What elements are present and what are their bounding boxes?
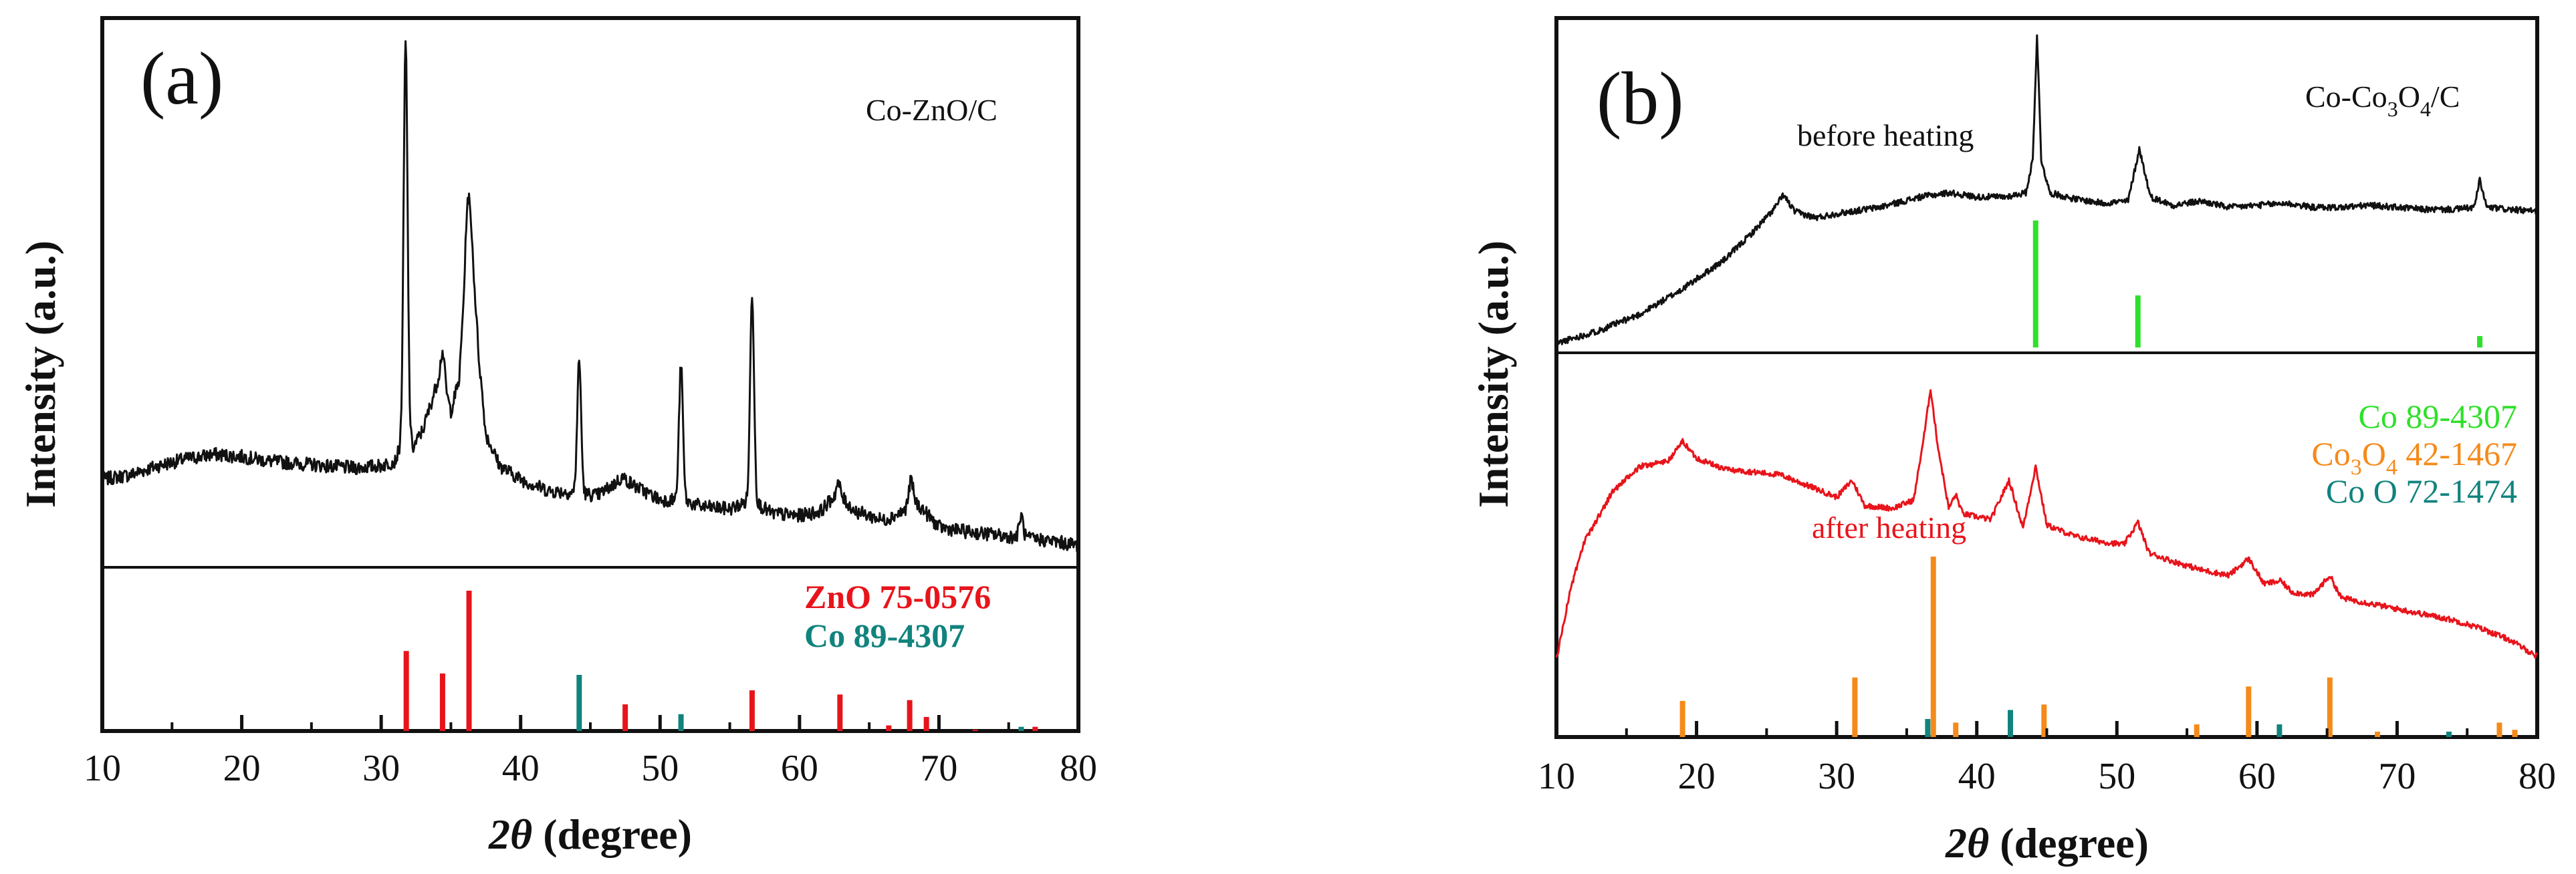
pattern-after-heating xyxy=(1555,389,2539,659)
x-tick-label: 40 xyxy=(502,748,540,789)
x-tick-label: 20 xyxy=(223,748,261,789)
x-tick-label: 70 xyxy=(2378,756,2416,797)
panel-a-reference-lines xyxy=(403,591,1038,731)
panel-b-legend-co: Co 89-4307 xyxy=(2359,398,2518,435)
pattern-before-heating xyxy=(1555,34,2539,345)
x-tick-label: 60 xyxy=(781,748,818,789)
panel-a-ref-co-label: Co 89-4307 xyxy=(804,617,965,654)
panel-a: (a) Co-ZnO/C ZnO 75-0576 Co 89-4307 10 20… xyxy=(17,16,1097,858)
panel-b-pattern xyxy=(1555,34,2539,659)
pattern-co-zno-c xyxy=(101,40,1080,553)
panel-a-x-axis-label: 2θ (degree) xyxy=(488,811,692,858)
x-tick-label: 70 xyxy=(920,748,957,789)
panel-a-label: (a) xyxy=(140,37,223,120)
panel-b-x-axis: 10 20 30 40 50 60 70 80 xyxy=(1538,721,2556,797)
x-tick-label: 50 xyxy=(641,748,679,789)
panel-b-after-heating-label: after heating xyxy=(1812,511,1966,545)
panel-b-sample-label: Co-Co3O4/C xyxy=(2305,80,2460,121)
panel-b-legend-coo: Co O 72-1474 xyxy=(2326,472,2517,510)
panel-a-pattern xyxy=(101,40,1080,553)
x-tick-label: 40 xyxy=(1958,756,1996,797)
panel-b-label: (b) xyxy=(1597,57,1684,140)
x-tick-label: 50 xyxy=(2098,756,2135,797)
panel-b-before-heating-label: before heating xyxy=(1797,118,1974,152)
panel-a-x-axis: 10 20 30 40 50 60 70 80 xyxy=(84,715,1097,789)
panel-b-reference-lines xyxy=(1679,221,2518,737)
panel-b-y-axis-label: Intensity (a.u.) xyxy=(1470,241,1517,508)
x-tick-label: 80 xyxy=(1060,748,1097,789)
x-tick-label: 20 xyxy=(1678,756,1716,797)
panel-b-frame xyxy=(1554,16,2539,739)
panel-a-y-axis-label: Intensity (a.u.) xyxy=(17,241,64,508)
panel-b-legend-co3o4: Co3O4 42-1467 xyxy=(2311,435,2517,480)
x-tick-label: 80 xyxy=(2519,756,2556,797)
panel-b-x-axis-label: 2θ (degree) xyxy=(1945,819,2149,867)
x-tick-label: 10 xyxy=(1538,756,1575,797)
x-tick-label: 60 xyxy=(2238,756,2276,797)
x-tick-label: 30 xyxy=(1818,756,1855,797)
panel-b: (b) Co-Co3O4/C before heating after heat… xyxy=(1470,16,2556,867)
x-tick-label: 10 xyxy=(84,748,121,789)
x-tick-label: 30 xyxy=(362,748,400,789)
panel-a-ref-zno-label: ZnO 75-0576 xyxy=(804,578,991,615)
panel-a-sample-label: Co-ZnO/C xyxy=(866,93,998,127)
